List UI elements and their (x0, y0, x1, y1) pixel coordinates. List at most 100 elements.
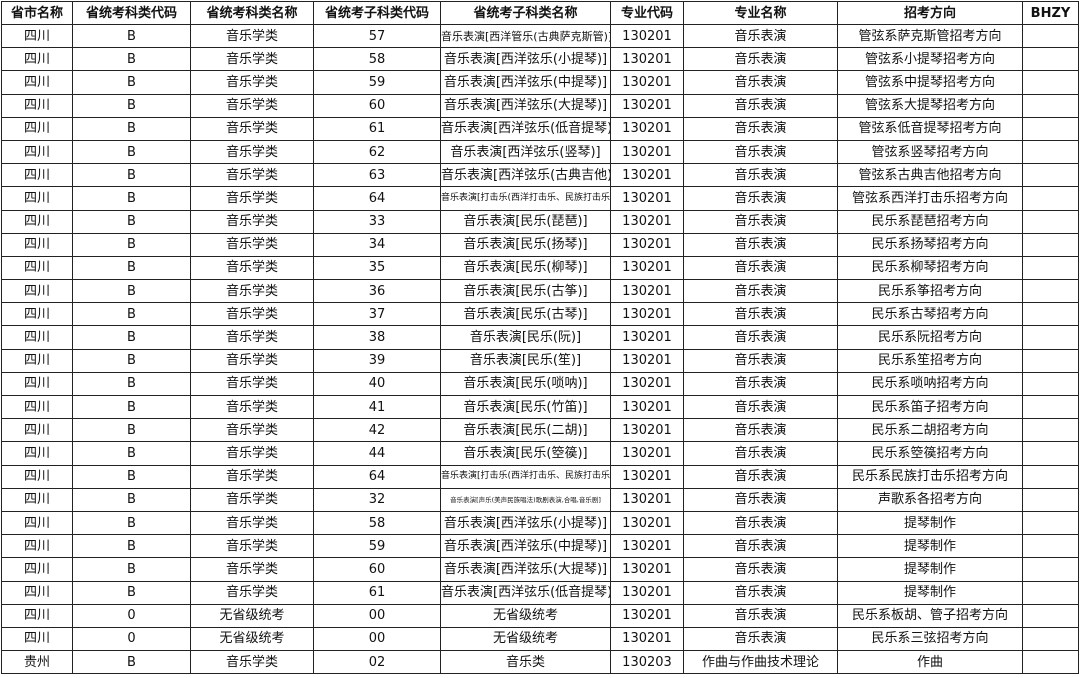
table-cell: 音乐表演 (683, 70, 838, 95)
table-cell: 四川 (1, 580, 73, 605)
table-row: 四川 0 无省级统考 00 无省级统考 130201 音乐表演 民乐系三弦招考方向 (1, 626, 1079, 652)
table-cell: 民乐系阮招考方向 (837, 325, 1023, 350)
table-row: 四川 B 音乐学类 64 音乐表演[打击乐(西洋打击乐、民族打击乐)] 130201 音乐表… (1, 186, 1079, 211)
table-cell: 四川 (1, 255, 73, 281)
table-header: 省市名称 省统考科类代码 省统考科类名称 省统考子科类代码 省统考子科类名称 专业代码 专业… (1, 1, 1079, 25)
table-cell: 音乐表演 (683, 394, 838, 420)
table-cell: 音乐类 (440, 650, 611, 675)
table-cell: 四川 (1, 603, 73, 628)
table-row: 四川 B 音乐学类 64 音乐表演[打击乐(西洋打击乐、民族打击乐)] 130201 音乐表… (1, 464, 1079, 489)
table-cell: 130201 (610, 487, 684, 512)
empty-cell (1022, 348, 1079, 373)
table-cell: B (72, 93, 191, 118)
table-cell: 音乐学类 (190, 93, 314, 118)
table-cell: 四川 (1, 557, 73, 582)
table-cell: 59 (313, 534, 441, 559)
table-cell: 音乐表演 (683, 464, 838, 489)
table-cell: B (72, 650, 191, 675)
table-cell: 民乐系板胡、管子招考方向 (837, 603, 1023, 628)
table-row: 四川 B 音乐学类 37 音乐表演[民乐(古琴)] 130201 音乐表演 民乐系古琴招考方向 (1, 302, 1079, 327)
table-cell: 音乐学类 (190, 418, 314, 443)
table-cell: 四川 (1, 209, 73, 234)
table-cell: B (72, 47, 191, 72)
table-cell: 音乐表演 (683, 163, 838, 188)
table-cell: 00 (313, 626, 441, 652)
header-cell: 省市名称 (1, 1, 73, 25)
table-cell: 四川 (1, 163, 73, 188)
table-cell: 音乐表演[声乐(美声民族唱法)歌剧表演,合唱,音乐剧] (440, 487, 611, 512)
table-row: 四川 B 音乐学类 58 音乐表演[西洋弦乐(小提琴)] 130201 音乐表演 提琴制作 (1, 510, 1079, 536)
table-cell: 42 (313, 418, 441, 443)
empty-cell (1022, 93, 1079, 118)
table-cell: 41 (313, 394, 441, 420)
table-cell: 63 (313, 163, 441, 188)
empty-cell (1022, 557, 1079, 582)
table-cell: 130201 (610, 580, 684, 605)
empty-cell (1022, 139, 1079, 165)
table-cell: 音乐表演[民乐(柳琴)] (440, 255, 611, 281)
table-cell: 无省级统考 (190, 603, 314, 628)
table-cell: 02 (313, 650, 441, 675)
table-cell: 37 (313, 302, 441, 327)
table-cell: 61 (313, 116, 441, 141)
empty-cell (1022, 209, 1079, 234)
table-cell: 四川 (1, 139, 73, 165)
table-cell: 贵州 (1, 650, 73, 675)
table-cell: 四川 (1, 394, 73, 420)
table-cell: 管弦系大提琴招考方向 (837, 93, 1023, 118)
table-row: 四川 B 音乐学类 57 音乐表演[西洋管乐(古典萨克斯管)] 130201 音乐表演 管弦系… (1, 23, 1079, 49)
table-row: 四川 B 音乐学类 62 音乐表演[西洋弦乐(竖琴)] 130201 音乐表演 管弦系竖琴招考… (1, 139, 1079, 165)
table-cell: 57 (313, 23, 441, 49)
empty-cell (1022, 47, 1079, 72)
table-cell: 130201 (610, 557, 684, 582)
table-row: 四川 B 音乐学类 33 音乐表演[民乐(琵琶)] 130201 音乐表演 民乐系琵琶招考方向 (1, 209, 1079, 234)
table-cell: 130201 (610, 441, 684, 466)
empty-cell (1022, 325, 1079, 350)
empty-cell (1022, 464, 1079, 489)
table-cell: 音乐表演[西洋弦乐(大提琴)] (440, 557, 611, 582)
table-cell: 无省级统考 (440, 603, 611, 628)
table-cell: 61 (313, 580, 441, 605)
table-cell: 作曲 (837, 650, 1023, 675)
table-cell: 音乐表演 (683, 348, 838, 373)
table-row: 贵州 B 音乐学类 02 音乐类 130203 作曲与作曲技术理论 作曲 (1, 650, 1079, 675)
table-cell: 34 (313, 232, 441, 257)
table-cell: 39 (313, 348, 441, 373)
table-cell: 四川 (1, 534, 73, 559)
table-cell: 音乐学类 (190, 232, 314, 257)
table-cell: 音乐表演 (683, 510, 838, 536)
table-cell: B (72, 70, 191, 95)
table-cell: 音乐表演 (683, 23, 838, 49)
table-cell: 音乐表演 (683, 418, 838, 443)
table-cell: 60 (313, 557, 441, 582)
table-cell: 音乐表演 (683, 186, 838, 211)
table-row: 四川 B 音乐学类 34 音乐表演[民乐(扬琴)] 130201 音乐表演 民乐系扬琴招考方向 (1, 232, 1079, 257)
table-cell: B (72, 510, 191, 536)
table-row: 四川 B 音乐学类 60 音乐表演[西洋弦乐(大提琴)] 130201 音乐表演 管弦系大提琴… (1, 93, 1079, 118)
table-cell: 音乐表演[西洋管乐(古典萨克斯管)] (440, 23, 611, 49)
table-cell: B (72, 371, 191, 397)
table-cell: 130201 (610, 325, 684, 350)
table-cell: 音乐表演[西洋弦乐(古典吉他)] (440, 163, 611, 188)
table-cell: 作曲与作曲技术理论 (683, 650, 838, 675)
table-cell: 58 (313, 510, 441, 536)
empty-cell (1022, 255, 1079, 281)
empty-cell (1022, 487, 1079, 512)
empty-cell (1022, 603, 1079, 628)
table-cell: 音乐表演 (683, 93, 838, 118)
table-cell: 音乐表演[民乐(扬琴)] (440, 232, 611, 257)
empty-cell (1022, 534, 1079, 559)
table-row: 四川 B 音乐学类 36 音乐表演[民乐(古筝)] 130201 音乐表演 民乐系筝招考方向 (1, 279, 1079, 304)
table-cell: 130201 (610, 302, 684, 327)
table-cell: 四川 (1, 348, 73, 373)
table-row: 四川 B 音乐学类 60 音乐表演[西洋弦乐(大提琴)] 130201 音乐表演 提琴制作 (1, 557, 1079, 582)
table-cell: 音乐表演 (683, 232, 838, 257)
table-cell: 130201 (610, 418, 684, 443)
table-cell: 民乐系古琴招考方向 (837, 302, 1023, 327)
table-row: 四川 B 音乐学类 59 音乐表演[西洋弦乐(中提琴)] 130201 音乐表演 提琴制作 (1, 534, 1079, 559)
table-cell: 音乐表演 (683, 47, 838, 72)
header-cell: 省统考子科类代码 (313, 1, 441, 25)
table-cell: B (72, 186, 191, 211)
table-cell: 四川 (1, 626, 73, 652)
